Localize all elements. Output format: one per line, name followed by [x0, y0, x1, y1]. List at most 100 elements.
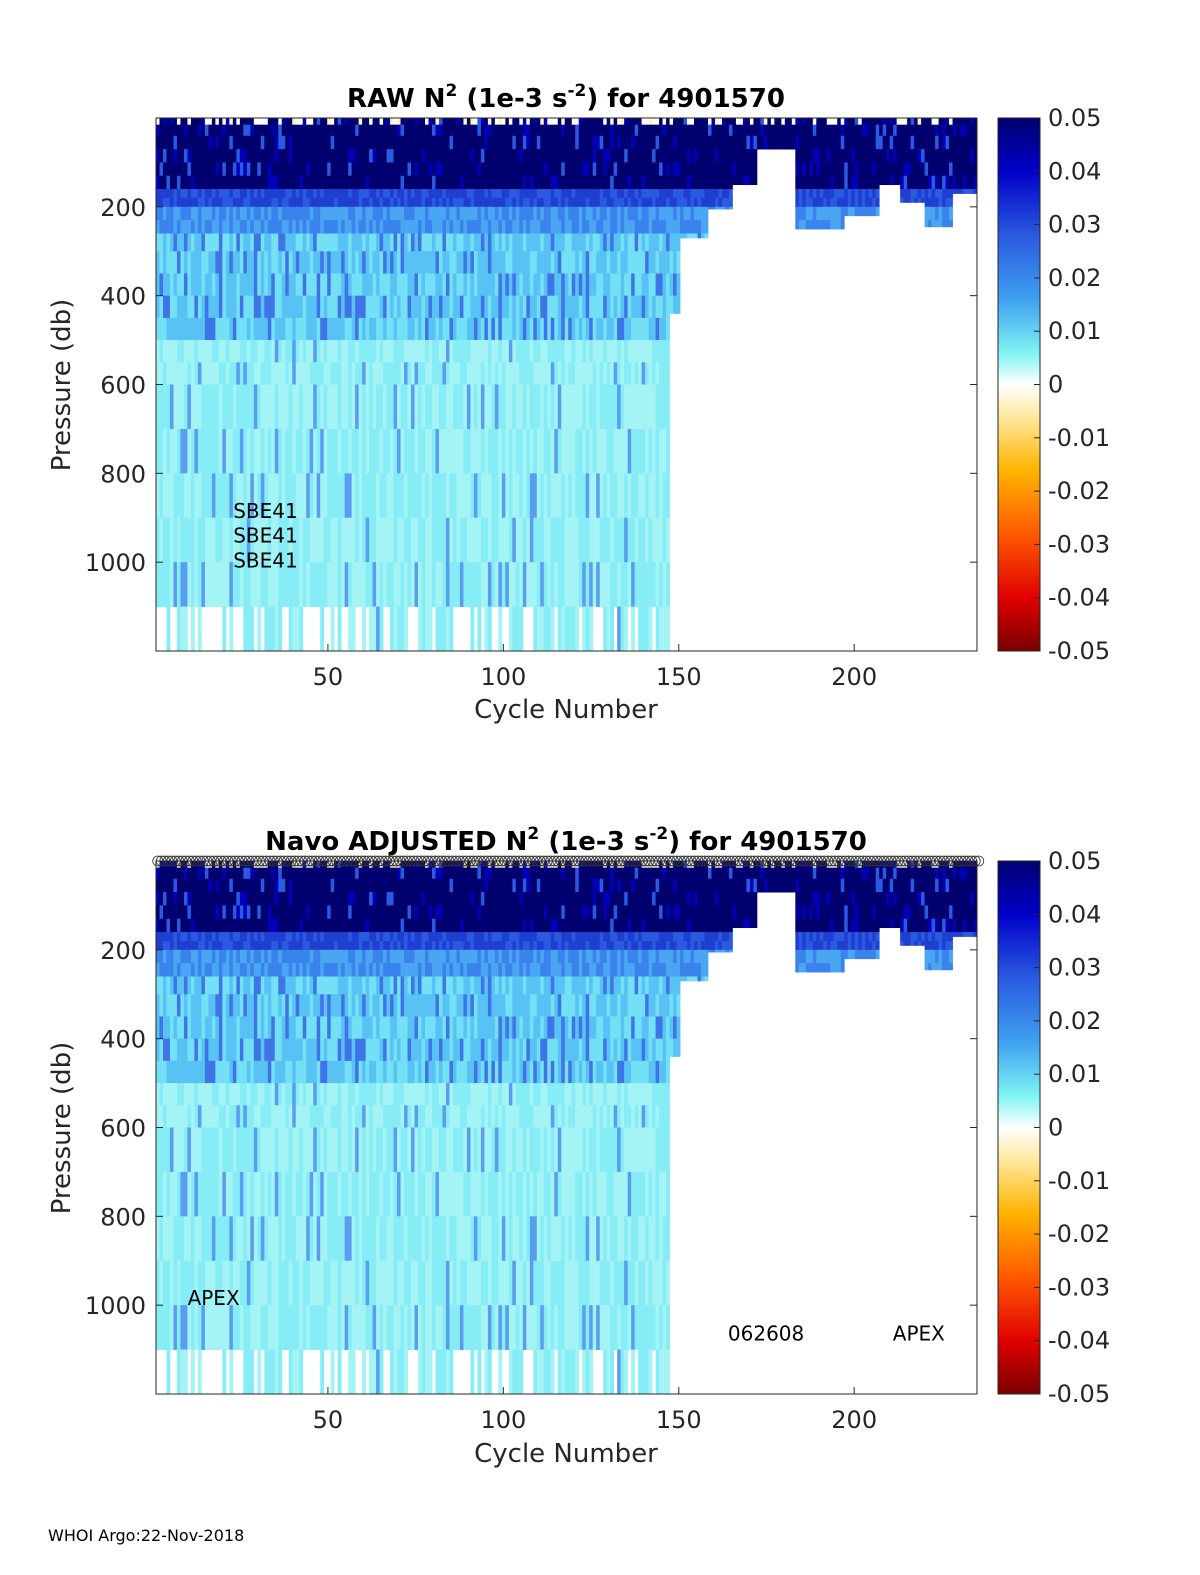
heatmap-cell — [571, 233, 576, 252]
heatmap-cell — [648, 189, 653, 199]
heatmap-cell — [250, 384, 255, 430]
heatmap-cell — [540, 273, 545, 297]
heatmap-cell — [418, 220, 422, 234]
heatmap-cell — [320, 384, 325, 430]
heatmap-cell — [687, 149, 691, 163]
heatmap-cell — [795, 118, 800, 126]
heatmap-cell — [564, 233, 569, 252]
heatmap-plot-area[interactable]: 50 100 150 2002004006008001000SBE41SBE41SBE… — [85, 117, 978, 691]
heatmap-cell — [197, 197, 202, 208]
heatmap-cell — [232, 233, 237, 252]
heatmap-cell — [197, 1349, 202, 1395]
heatmap-cell — [386, 295, 391, 319]
heatmap-cell — [313, 362, 318, 385]
heatmap-cell — [690, 162, 695, 177]
heatmap-cell — [260, 428, 265, 474]
heatmap-cell — [358, 124, 363, 137]
heatmap-cell — [491, 220, 496, 234]
heatmap-cell — [180, 1260, 185, 1306]
heatmap-cell — [383, 124, 387, 137]
heatmap-cell — [550, 197, 555, 208]
heatmap-cell — [683, 124, 688, 137]
heatmap-cell — [173, 233, 178, 252]
heatmap-cell — [159, 233, 164, 252]
heatmap-cell — [215, 317, 220, 341]
heatmap-cell — [697, 220, 702, 234]
heatmap-cell — [596, 118, 601, 126]
heatmap-cell — [533, 317, 538, 341]
heatmap-cell — [655, 124, 660, 137]
heatmap-cell — [498, 606, 503, 652]
heatmap-cell — [470, 562, 475, 607]
heatmap-cell — [190, 135, 195, 150]
heatmap-cell — [201, 878, 206, 893]
heatmap-cell — [816, 197, 821, 208]
heatmap-cell — [411, 362, 415, 385]
heatmap-cell — [414, 473, 419, 519]
heatmap-cell — [159, 1038, 164, 1062]
heatmap-cell — [243, 932, 248, 942]
heatmap-cell — [250, 878, 255, 893]
heatmap-cell — [264, 606, 269, 652]
heatmap-cell — [571, 175, 576, 190]
heatmap-cell — [222, 1060, 227, 1084]
heatmap-cell — [306, 317, 311, 341]
heatmap-cell — [512, 362, 517, 385]
adjusted-n2-panel: Navo ADJUSTED N2 (1e-3 s-2) for 4901570 … — [47, 824, 1110, 1469]
heatmap-cell — [620, 606, 625, 652]
heatmap-cell — [585, 295, 590, 319]
heatmap-cell — [166, 606, 171, 652]
heatmap-cell — [194, 867, 199, 880]
heatmap-cell — [222, 233, 227, 252]
heatmap-cell — [236, 892, 241, 906]
heatmap-cell — [529, 124, 534, 137]
heatmap-cell — [348, 251, 353, 274]
heatmap-cell — [872, 175, 877, 190]
heatmap-cell — [257, 1216, 262, 1262]
heatmap-cell — [669, 124, 674, 137]
heatmap-cell — [928, 118, 932, 126]
heatmap-cell — [183, 517, 188, 563]
heatmap-cell — [264, 878, 269, 893]
heatmap-cell — [599, 189, 604, 199]
heatmap-cell — [285, 1060, 290, 1084]
heatmap-cell — [204, 1260, 209, 1306]
heatmap-cell — [512, 124, 517, 137]
heatmap-cell — [376, 162, 380, 177]
heatmap-cell — [463, 162, 468, 177]
heatmap-cell — [222, 1038, 227, 1062]
heatmap-cell — [816, 118, 821, 126]
heatmap-cell — [250, 1016, 255, 1040]
heatmap-cell — [564, 317, 569, 341]
heatmap-cell — [225, 340, 230, 363]
heatmap-cell — [463, 251, 468, 274]
heatmap-cell — [676, 189, 681, 199]
heatmap-cell — [875, 197, 880, 208]
heatmap-cell — [599, 317, 604, 341]
heatmap-cell — [208, 118, 213, 126]
heatmap-cell — [250, 362, 255, 385]
heatmap-cell — [889, 135, 894, 150]
heatmap-cell — [529, 562, 534, 607]
heatmap-cell — [809, 118, 814, 126]
heatmap-cell — [585, 340, 590, 363]
heatmap-cell — [432, 362, 436, 385]
heatmap-cell — [543, 149, 548, 163]
heatmap-cell — [624, 340, 629, 363]
heatmap-cell — [833, 189, 838, 199]
heatmap-cell — [512, 189, 517, 199]
heatmap-cell — [945, 175, 950, 190]
heatmap-cell — [582, 175, 587, 190]
heatmap-cell — [306, 562, 311, 607]
heatmap-cell — [795, 124, 800, 137]
heatmap-cell — [229, 220, 234, 234]
heatmap-cell — [156, 905, 160, 920]
heatmap-cell — [480, 189, 485, 199]
heatmap-cell — [662, 149, 667, 163]
heatmap-cell — [229, 1260, 234, 1306]
heatmap-cell — [425, 135, 429, 150]
heatmap-cell — [288, 517, 293, 563]
heatmap-cell — [365, 175, 370, 190]
heatmap-cell — [236, 295, 241, 319]
